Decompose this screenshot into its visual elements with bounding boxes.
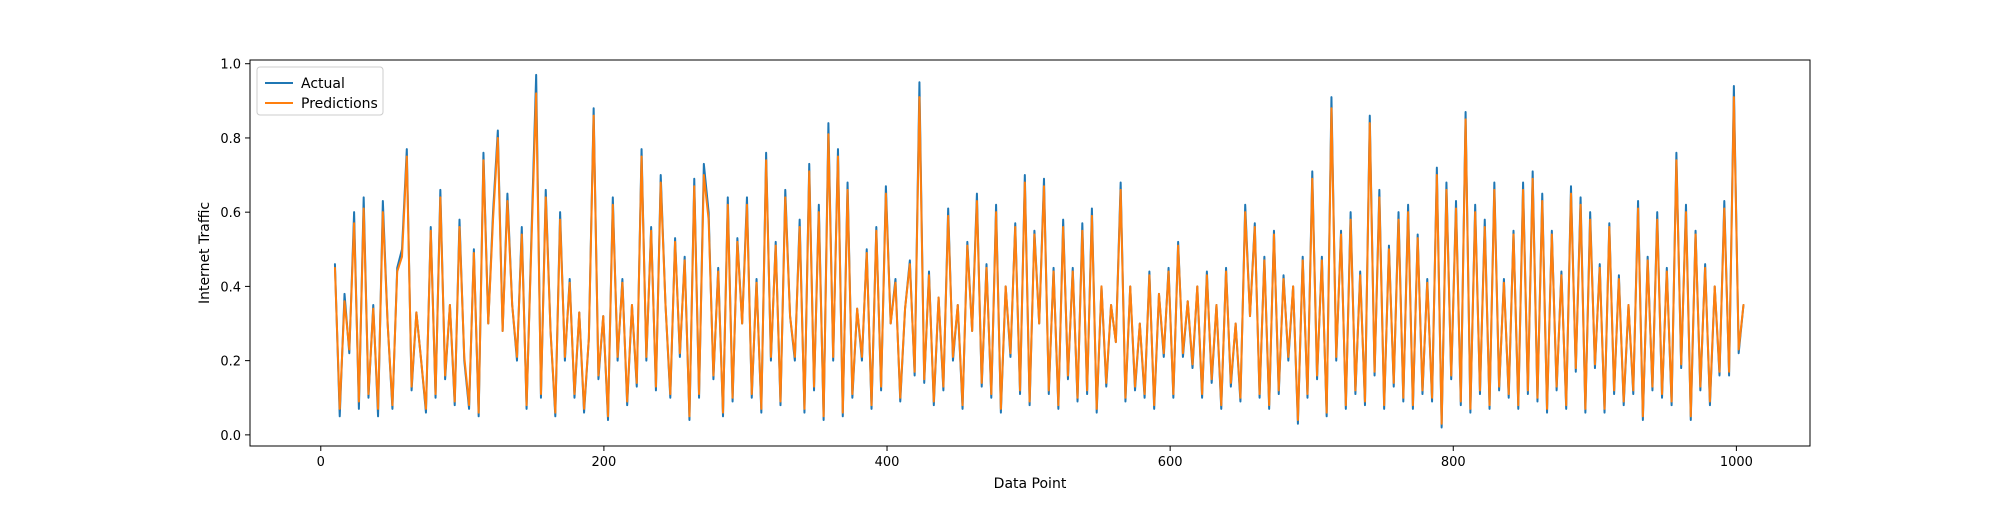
y-tick-label: 0.4: [220, 280, 241, 295]
x-tick-label: 0: [317, 455, 325, 470]
y-tick-label: 0.8: [220, 132, 241, 147]
x-axis-label: Data Point: [994, 476, 1067, 492]
legend-label-actual: Actual: [301, 76, 345, 92]
series-line-predictions: [333, 92, 1745, 425]
y-tick-label: 0.0: [220, 429, 241, 444]
x-tick-label: 200: [591, 455, 616, 470]
series-layer: [333, 73, 1745, 429]
x-tick-label: 400: [875, 455, 900, 470]
series-line-actual: [333, 73, 1745, 429]
y-tick-label: 1.0: [220, 58, 241, 73]
y-axis-label: Internet Traffic: [197, 202, 213, 304]
y-tick-label: 0.2: [220, 355, 241, 370]
legend: Actual Predictions: [256, 66, 384, 116]
x-tick-label: 1000: [1720, 455, 1753, 470]
y-tick-label: 0.6: [220, 206, 241, 221]
axes-layer: 0 200 400 600 800 1000 0.0 0.2 0.4 0.6 0.8 1.0 Data …: [197, 58, 1811, 492]
legend-label-predictions: Predictions: [301, 96, 378, 112]
plot-frame: [249, 59, 1811, 447]
x-tick-label: 800: [1441, 455, 1466, 470]
x-tick-label: 600: [1158, 455, 1183, 470]
